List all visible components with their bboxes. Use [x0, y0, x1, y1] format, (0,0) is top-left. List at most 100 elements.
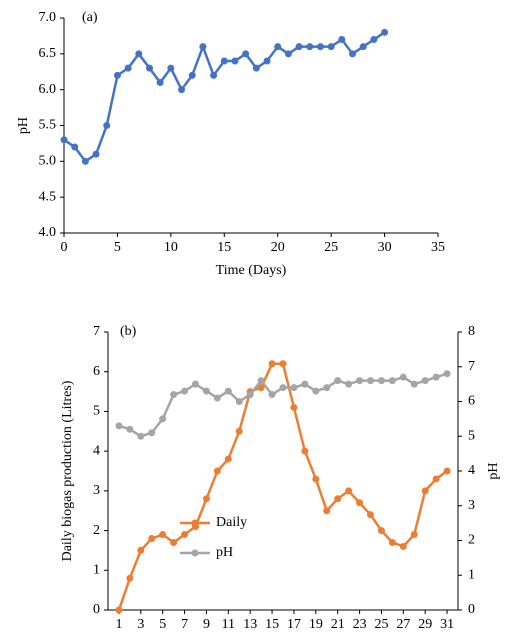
y2-tick-label: 6 [468, 394, 475, 409]
legend-label: pH [216, 545, 233, 560]
data-point [92, 150, 100, 158]
data-point [268, 360, 276, 368]
legend-marker [191, 549, 199, 557]
data-point [327, 43, 335, 51]
x-tick-label: 30 [378, 240, 392, 255]
legend-label: Daily [216, 515, 247, 530]
data-point [443, 370, 451, 378]
data-point [345, 487, 353, 495]
data-point [115, 606, 123, 614]
x-tick-label: 10 [164, 240, 178, 255]
x-tick-label: 5 [159, 617, 166, 632]
series-line [118, 372, 448, 438]
x-axis-label: Time (Days) [216, 263, 287, 278]
legend-marker [191, 519, 199, 527]
x-tick-label: 20 [271, 240, 285, 255]
x-tick-label: 27 [396, 617, 410, 632]
data-point [410, 380, 418, 388]
y2-tick-label: 2 [468, 533, 475, 548]
x-tick-label: 19 [309, 617, 323, 632]
data-point [290, 384, 298, 392]
data-point [246, 391, 254, 399]
data-point [268, 391, 276, 399]
data-point [388, 377, 396, 385]
data-point [316, 43, 324, 51]
data-point [301, 447, 309, 455]
y2-tick-label: 5 [468, 428, 475, 443]
data-point [301, 380, 309, 388]
data-point [178, 86, 186, 94]
data-point [210, 71, 218, 79]
data-point [181, 387, 189, 395]
data-point [252, 64, 260, 72]
x-tick-label: 31 [440, 617, 454, 632]
x-tick-label: 17 [287, 617, 301, 632]
data-point [148, 535, 156, 543]
y2-tick-label: 0 [468, 602, 475, 617]
data-point [126, 574, 134, 582]
data-point [202, 495, 210, 503]
data-point [124, 64, 132, 72]
series-line [117, 362, 448, 611]
data-point [71, 143, 79, 151]
data-point [359, 43, 367, 51]
data-point [103, 122, 111, 129]
data-point [443, 467, 451, 475]
series-line [63, 31, 386, 164]
y2-tick-label: 3 [468, 498, 475, 513]
y-tick-label: 1 [93, 563, 100, 578]
data-point [338, 36, 346, 43]
data-point [115, 422, 123, 430]
data-point [279, 360, 287, 368]
data-point [295, 43, 303, 51]
data-point [284, 50, 292, 58]
data-point [135, 50, 143, 58]
data-point [345, 380, 353, 388]
x-tick-label: 25 [374, 617, 388, 632]
y-tick-label: 5.5 [39, 118, 57, 133]
x-tick-label: 15 [217, 240, 231, 255]
data-point [60, 136, 68, 144]
data-point [188, 71, 196, 79]
data-point [213, 467, 221, 475]
x-tick-label: 15 [265, 617, 279, 632]
data-point [231, 57, 239, 65]
data-point [235, 427, 243, 435]
data-point [388, 538, 396, 546]
y2-tick-label: 7 [468, 359, 475, 374]
x-tick-label: 0 [61, 240, 68, 255]
data-point [370, 36, 378, 43]
data-point [257, 384, 265, 392]
x-tick-label: 1 [115, 617, 122, 632]
y-tick-label: 2 [93, 523, 100, 538]
data-point [432, 373, 440, 381]
data-point [312, 387, 320, 395]
x-tick-label: 25 [324, 240, 338, 255]
data-point [170, 538, 178, 546]
data-point [113, 71, 121, 79]
data-point [367, 511, 374, 519]
data-point [323, 384, 331, 392]
data-point [126, 425, 134, 433]
y-tick-label: 3 [93, 483, 100, 498]
data-point [263, 57, 271, 65]
data-point [399, 542, 407, 550]
y-tick-label: 6.5 [39, 46, 57, 61]
data-point [235, 398, 243, 405]
y-tick-label: 7 [93, 324, 100, 339]
y-axis-label: pH [16, 117, 31, 134]
data-point [167, 64, 175, 72]
y-tick-label: 5.0 [39, 154, 57, 169]
data-point [381, 28, 389, 36]
x-tick-label: 3 [137, 617, 144, 632]
y2-tick-label: 4 [468, 463, 475, 478]
data-point [199, 43, 207, 51]
y-tick-label: 4.0 [39, 225, 57, 240]
y-tick-label: 6 [93, 364, 100, 379]
data-point [356, 499, 364, 507]
panel-label: (a) [82, 10, 98, 25]
x-tick-label: 5 [114, 240, 121, 255]
y2-axis-label: pH [486, 462, 501, 479]
data-point [421, 487, 429, 495]
